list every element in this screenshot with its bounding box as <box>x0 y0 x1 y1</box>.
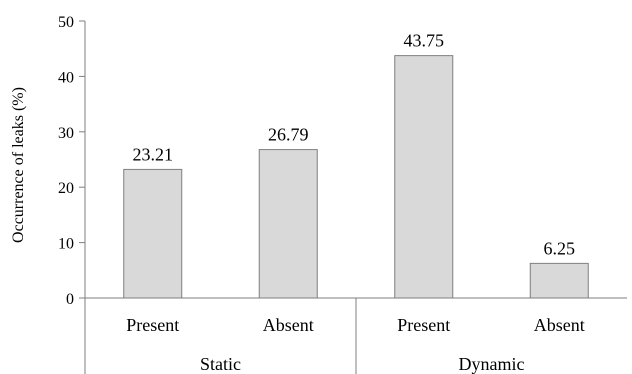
x-category-label: Absent <box>534 315 585 335</box>
bar <box>394 55 454 299</box>
bars <box>123 55 589 299</box>
y-axis-ticks: 0 10 20 30 40 50 <box>58 14 85 308</box>
data-label: 43.75 <box>404 31 445 51</box>
x-category-label: Absent <box>263 315 314 335</box>
y-tick-label: 30 <box>58 125 74 142</box>
data-label: 26.79 <box>268 125 309 145</box>
x-group-label: Static <box>200 354 241 374</box>
bar <box>123 168 183 299</box>
y-tick-label: 40 <box>58 69 74 86</box>
x-axis-categories: Present Absent Present Absent Static Dynamic <box>126 315 585 374</box>
y-tick-label: 20 <box>58 180 74 197</box>
y-axis-label: Occurrence of leaks (%) <box>10 87 27 243</box>
bar <box>258 149 318 299</box>
data-labels: 23.21 26.79 43.75 6.25 <box>133 31 576 259</box>
x-category-label: Present <box>126 315 179 335</box>
y-tick-label: 50 <box>58 14 74 31</box>
data-label: 23.21 <box>133 144 174 164</box>
y-tick-label: 10 <box>58 236 74 253</box>
x-group-label: Dynamic <box>459 354 525 374</box>
x-category-label: Present <box>397 315 450 335</box>
y-tick-label: 0 <box>66 291 74 308</box>
data-label: 6.25 <box>544 238 576 258</box>
bar <box>529 262 589 299</box>
